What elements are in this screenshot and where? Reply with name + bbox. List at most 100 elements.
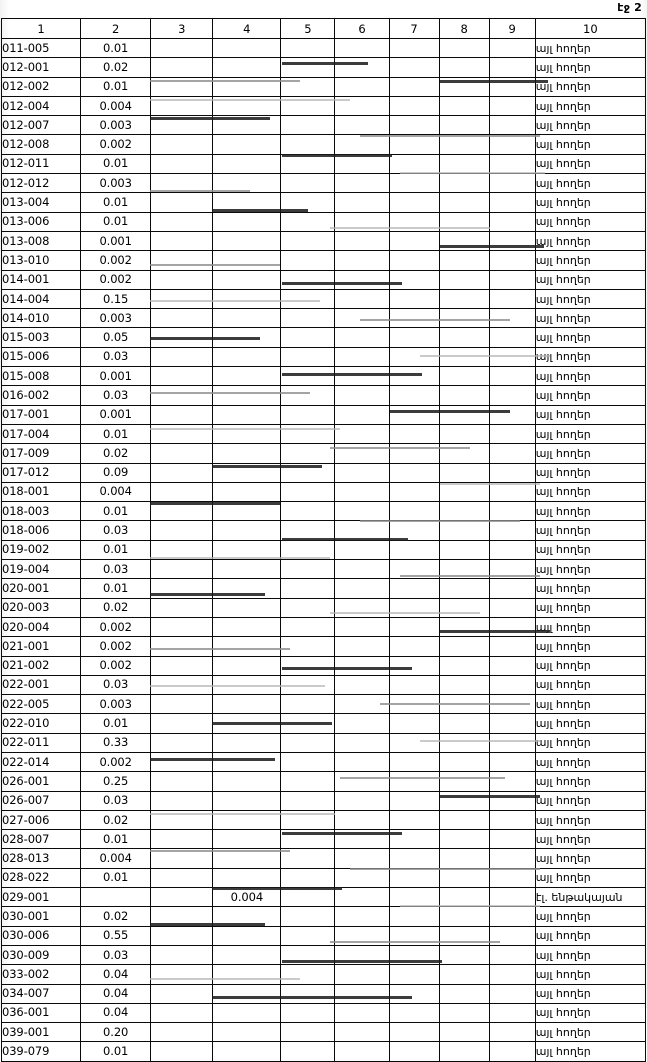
- cell-col10: այլ հողեր: [534, 134, 647, 155]
- cell-col10: այլ հողեր: [534, 636, 647, 657]
- table-body: 011-005 0.01 այլ հողեր 012-001 0.02 այլ հողեր…: [0, 37, 647, 1062]
- column-header-9: 9: [488, 18, 536, 39]
- table-row: 012-008 0.002 այլ հողեր: [0, 134, 647, 155]
- cell-col5: [280, 404, 336, 425]
- table-row: 017-004 0.01 այլ հողեր: [0, 423, 647, 445]
- cell-col6: [334, 443, 390, 464]
- cell-col5: [280, 1041, 336, 1062]
- cell-parcel-code: 018-001: [0, 481, 82, 503]
- cell-col8: [438, 423, 490, 445]
- cell-col9: [488, 462, 536, 483]
- table-row: 036-001 0.04 այլ հողեր: [0, 1002, 647, 1024]
- cell-col2: 0.01: [80, 867, 152, 889]
- cell-col5: [280, 153, 336, 175]
- cell-col8: [438, 1022, 490, 1043]
- cell-parcel-code: 012-002: [0, 76, 82, 97]
- table-row: 012-002 0.01 այլ հողեր: [0, 76, 647, 97]
- cell-col4: [212, 1022, 282, 1043]
- cell-col9: [488, 37, 536, 59]
- cell-parcel-code: 012-008: [0, 134, 82, 155]
- cell-col5: [280, 751, 336, 773]
- cell-col10: այլ հողեր: [534, 481, 647, 503]
- cell-col10: այլ հողեր: [534, 288, 647, 310]
- cell-col2: 0.001: [80, 404, 152, 425]
- cell-parcel-code: 017-004: [0, 423, 82, 445]
- cell-col3: [150, 983, 214, 1004]
- cell-col9: [488, 848, 536, 869]
- cell-parcel-code: 020-001: [0, 578, 82, 599]
- table-row: 014-010 0.003 այլ հողեր: [0, 308, 647, 329]
- cell-col4: [212, 944, 282, 966]
- cell-col5: [280, 655, 336, 676]
- table-row: 020-003 0.02 այլ հողեր: [0, 597, 647, 618]
- cell-col3: [150, 578, 214, 599]
- cell-col6: [334, 385, 390, 406]
- cell-col8: [438, 443, 490, 464]
- cell-col2: [80, 887, 152, 908]
- cell-parcel-code: 017-012: [0, 462, 82, 483]
- cell-col9: [488, 694, 536, 715]
- cell-col3: [150, 964, 214, 985]
- table-row: 026-007 0.03 այլ հողեր: [0, 790, 647, 811]
- cell-col9: [488, 250, 536, 271]
- cell-col9: [488, 173, 536, 194]
- cell-col6: [334, 944, 390, 966]
- cell-col3: [150, 616, 214, 638]
- cell-parcel-code: 030-009: [0, 944, 82, 966]
- cell-col7: [388, 173, 440, 194]
- cell-parcel-code: 012-012: [0, 173, 82, 194]
- cell-col9: [488, 887, 536, 908]
- cell-col8: [438, 829, 490, 850]
- cell-col7: [388, 674, 440, 696]
- column-header-5: 5: [280, 18, 336, 39]
- cell-col6: [334, 462, 390, 483]
- cell-col6: [334, 173, 390, 194]
- table-row: 016-002 0.03 այլ հողեր: [0, 385, 647, 406]
- table-row: 022-001 0.03 այլ հողեր: [0, 674, 647, 696]
- cell-col3: [150, 906, 214, 927]
- cell-col8: [438, 269, 490, 290]
- cell-col3: [150, 1041, 214, 1062]
- cell-col2: 0.03: [80, 944, 152, 966]
- cell-col3: [150, 211, 214, 232]
- cell-col2: 0.15: [80, 288, 152, 310]
- cell-col3: [150, 366, 214, 387]
- cell-col9: [488, 57, 536, 78]
- cell-col7: [388, 366, 440, 387]
- cell-col6: [334, 423, 390, 445]
- cell-col6: [334, 366, 390, 387]
- cell-parcel-code: 022-010: [0, 713, 82, 734]
- cell-col3: [150, 520, 214, 541]
- cell-col10: այլ հողեր: [534, 790, 647, 811]
- cell-col10: այլ հողեր: [534, 501, 647, 522]
- cell-parcel-code: 027-006: [0, 809, 82, 831]
- cell-col7: [388, 443, 440, 464]
- table-row: 027-006 0.02 այլ հողեր: [0, 809, 647, 831]
- cell-col7: [388, 153, 440, 175]
- cell-col3: [150, 269, 214, 290]
- cell-col10: այլ հողեր: [534, 906, 647, 927]
- cell-parcel-code: 015-003: [0, 327, 82, 348]
- table-row: 028-013 0.004 այլ հողեր: [0, 848, 647, 869]
- cell-col4: [212, 308, 282, 329]
- cell-col3: [150, 443, 214, 464]
- cell-col7: [388, 713, 440, 734]
- cell-col7: [388, 423, 440, 445]
- cell-col3: [150, 327, 214, 348]
- cell-col2: 0.01: [80, 76, 152, 97]
- cell-col6: [334, 829, 390, 850]
- column-header-10: 10: [534, 18, 647, 39]
- cell-col10: էլ. ենթակայան: [534, 887, 647, 908]
- cell-col5: [280, 964, 336, 985]
- cell-col3: [150, 115, 214, 136]
- table-header-row: 1 2 3 4 5 6 7 8 9 10: [0, 18, 647, 39]
- cell-col5: [280, 732, 336, 753]
- cell-col7: [388, 964, 440, 985]
- cell-col7: [388, 57, 440, 78]
- cell-col8: [438, 250, 490, 271]
- cell-col10: այլ հողեր: [534, 983, 647, 1004]
- cell-parcel-code: 014-001: [0, 269, 82, 290]
- cell-parcel-code: 026-007: [0, 790, 82, 811]
- cell-col3: [150, 76, 214, 97]
- cell-col9: [488, 713, 536, 734]
